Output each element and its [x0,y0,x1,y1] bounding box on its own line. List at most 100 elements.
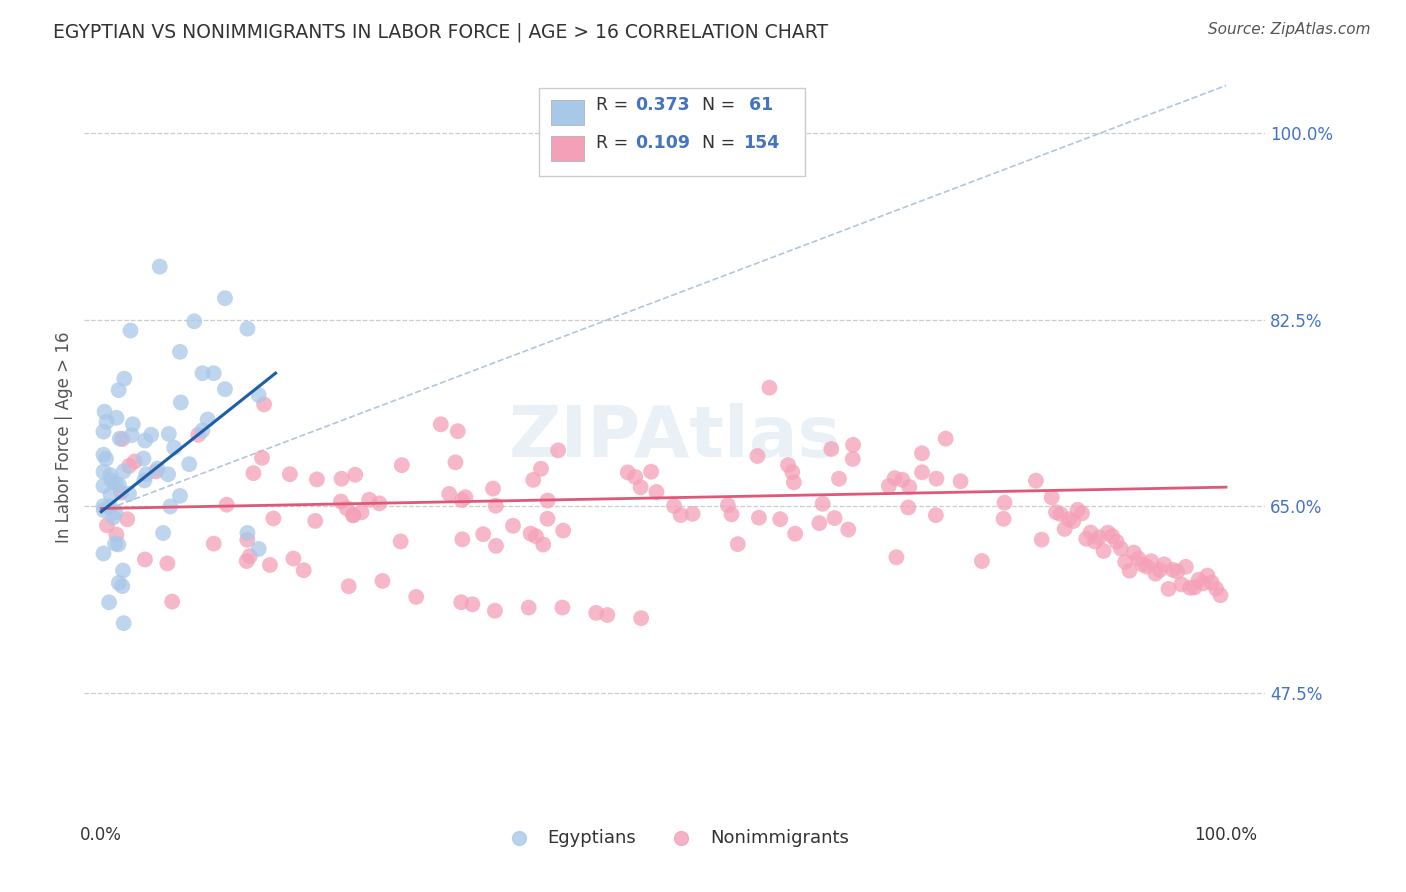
Point [720,508,742,522]
Text: N =: N = [702,95,741,113]
Point [454,490,477,504]
Point [1049,507,1071,521]
Point [103,510,125,524]
Point [111,432,134,446]
Point [239,549,262,563]
Point [391,458,413,472]
Point [837,523,859,537]
Point [662,499,685,513]
Point [430,417,453,432]
Point [1197,568,1219,582]
Point [191,366,214,380]
Point [617,466,640,480]
Point [1080,525,1102,540]
Point [292,563,315,577]
Text: 154: 154 [744,134,780,152]
Text: R =: R = [596,134,634,152]
Point [107,383,129,397]
Text: N =: N = [702,134,741,152]
Point [842,452,865,467]
Point [993,496,1015,510]
Point [283,551,305,566]
Point [108,432,131,446]
Point [183,314,205,328]
Point [1053,522,1076,536]
Y-axis label: In Labor Force | Age > 16: In Labor Force | Age > 16 [55,331,73,543]
Point [485,539,508,553]
Legend: Egyptians, Nonimmigrants: Egyptians, Nonimmigrants [494,822,856,854]
Point [747,449,769,463]
Point [93,448,115,462]
Point [359,492,381,507]
Point [337,579,360,593]
Point [645,485,668,500]
Point [247,388,270,402]
Point [350,505,373,519]
Point [236,321,259,335]
Point [782,465,804,479]
Point [517,600,540,615]
Point [1114,555,1136,569]
Point [1166,565,1188,579]
Point [993,512,1015,526]
Point [1192,576,1215,591]
Point [342,508,364,522]
Point [1097,525,1119,540]
Point [145,465,167,479]
Point [1153,558,1175,572]
Point [1025,474,1047,488]
Point [169,344,191,359]
Point [98,595,121,609]
Point [1205,582,1227,596]
Point [118,487,141,501]
FancyBboxPatch shape [538,88,804,177]
Point [624,470,647,484]
Text: 0.373: 0.373 [634,95,689,113]
Point [808,516,831,530]
Point [215,498,238,512]
Point [104,476,127,491]
Point [93,499,115,513]
Point [93,405,115,419]
Point [105,410,128,425]
Point [1136,559,1159,574]
Point [1144,566,1167,581]
Point [820,442,842,456]
Point [524,529,547,543]
Point [1118,564,1140,578]
Point [121,428,143,442]
Point [197,412,219,426]
Point [371,574,394,588]
Point [450,595,472,609]
Point [748,510,770,524]
Point [214,291,236,305]
Point [132,451,155,466]
Text: Source: ZipAtlas.com: Source: ZipAtlas.com [1208,22,1371,37]
Point [163,441,186,455]
Point [778,458,800,472]
Point [1201,575,1223,590]
Point [329,494,352,508]
Point [531,537,554,551]
Point [157,467,180,482]
Point [727,537,749,551]
Point [120,324,142,338]
Point [585,606,607,620]
Point [170,395,193,409]
Point [537,493,560,508]
Point [553,524,575,538]
Point [536,512,558,526]
Point [112,464,135,478]
Point [519,526,541,541]
Point [1101,529,1123,543]
Point [828,472,851,486]
Point [134,474,156,488]
Point [1040,491,1063,505]
Text: 61: 61 [744,95,773,113]
Point [93,465,115,479]
Point [1128,551,1150,566]
Point [1122,546,1144,560]
Point [96,415,118,429]
Point [107,537,129,551]
Point [891,473,914,487]
